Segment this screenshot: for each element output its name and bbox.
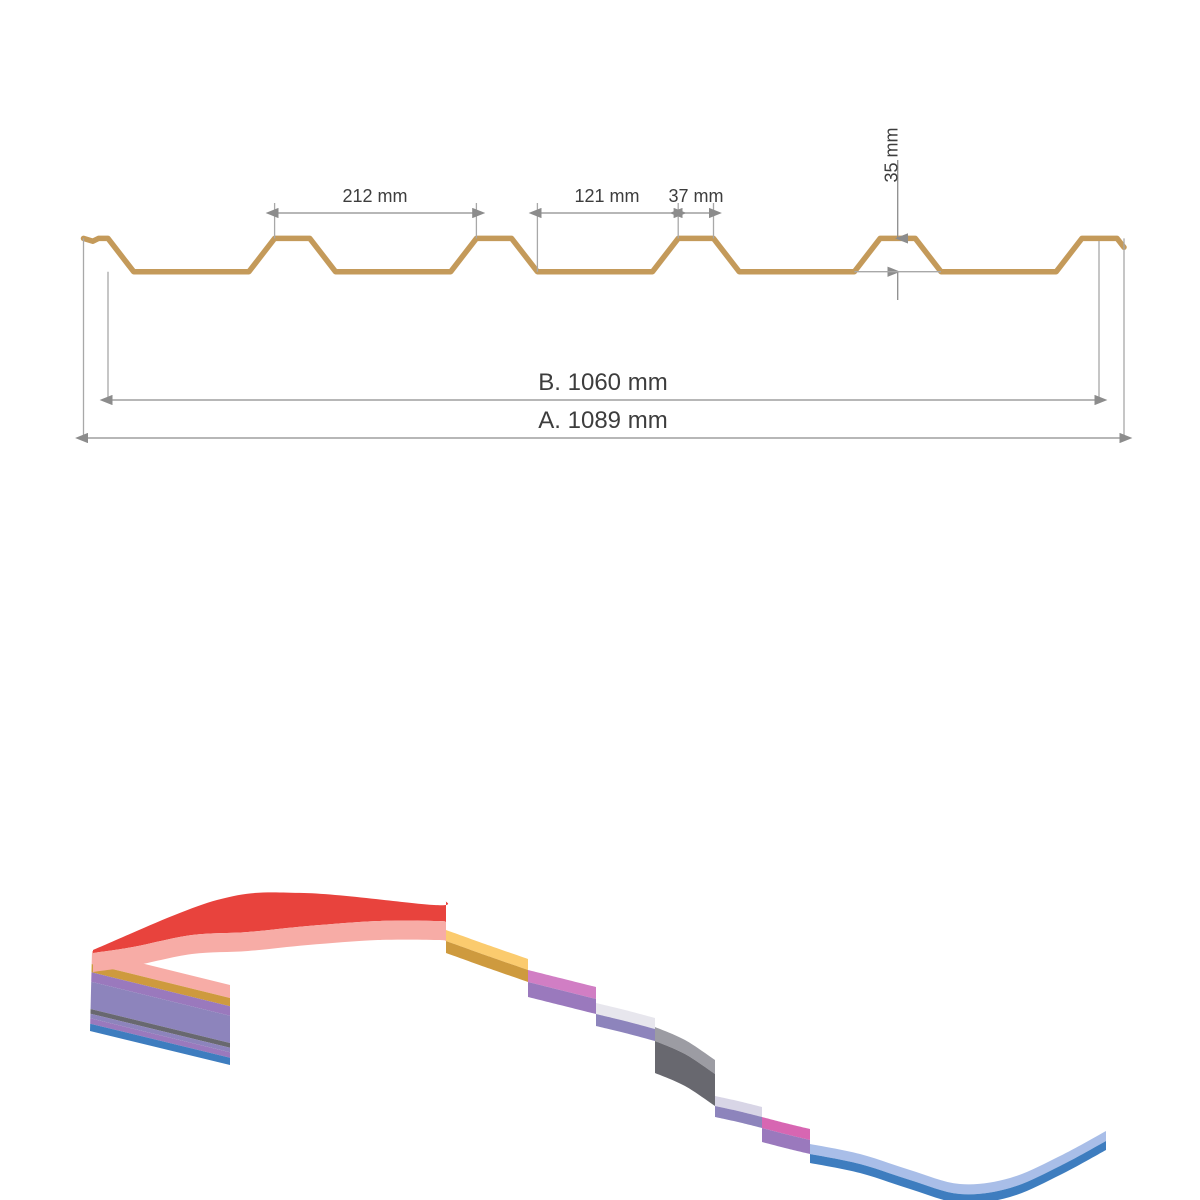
- svg-text:35 mm: 35 mm: [882, 127, 902, 182]
- svg-text:B. 1060 mm: B. 1060 mm: [538, 369, 667, 396]
- svg-text:A. 1089 mm: A. 1089 mm: [538, 407, 667, 434]
- svg-text:212 mm: 212 mm: [342, 186, 407, 206]
- svg-text:121 mm: 121 mm: [574, 186, 639, 206]
- svg-text:37 mm: 37 mm: [668, 186, 723, 206]
